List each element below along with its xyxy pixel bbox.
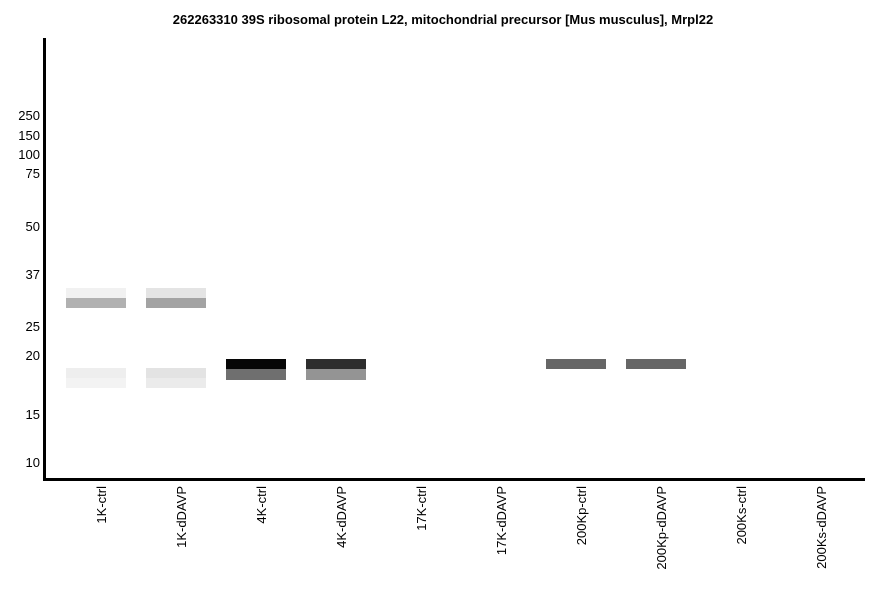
y-axis-line xyxy=(43,38,46,481)
protein-band-segment xyxy=(226,369,286,380)
y-axis-tick-label: 10 xyxy=(25,455,40,470)
y-axis-tick-label: 100 xyxy=(18,147,40,162)
protein-band-segment xyxy=(306,359,366,369)
y-axis-tick-label: 25 xyxy=(25,319,40,334)
y-axis-tick-label: 20 xyxy=(25,348,40,363)
y-axis-tick-label: 15 xyxy=(25,407,40,422)
protein-band-segment xyxy=(306,369,366,380)
protein-band-segment xyxy=(66,378,126,388)
y-axis-tick-label: 150 xyxy=(18,128,40,143)
chart-title: 262263310 39S ribosomal protein L22, mit… xyxy=(172,12,714,27)
protein-band-segment xyxy=(66,368,126,378)
protein-band-segment xyxy=(66,298,126,308)
protein-band-segment xyxy=(66,288,126,298)
y-axis-tick-label: 75 xyxy=(25,166,40,181)
x-axis-line xyxy=(43,478,865,481)
protein-band-segment xyxy=(626,359,686,369)
protein-band-segment xyxy=(546,359,606,369)
protein-band-segment xyxy=(226,359,286,369)
protein-band-segment xyxy=(146,298,206,308)
y-axis-tick-label: 37 xyxy=(25,267,40,282)
protein-band-segment xyxy=(146,288,206,298)
y-axis-tick-label: 250 xyxy=(18,108,40,123)
y-axis-tick-label: 50 xyxy=(25,219,40,234)
protein-band-segment xyxy=(146,378,206,388)
protein-band-segment xyxy=(146,368,206,378)
